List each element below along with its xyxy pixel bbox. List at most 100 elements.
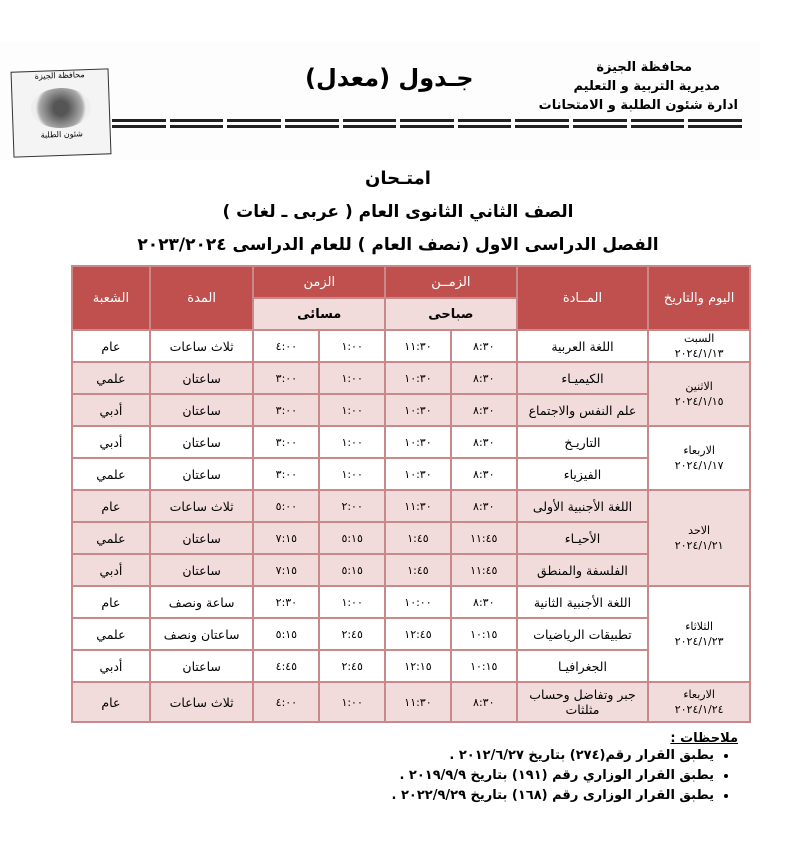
- note-item: يطبق القرار الوزاري رقم (١٩١) بتاريخ ٢٠١…: [392, 766, 714, 786]
- table-row: الاحد ٢٠٢٤/١/٢١ اللغة الأجنبية الأولى ٨:٣٠ ١…: [71, 489, 751, 587]
- table-row: الاثنين ٢٠٢٤/١/١٥ الكيميـاء ٨:٣٠ ١٠:٣٠ ١:٠٠ ٣:…: [71, 361, 751, 427]
- exam-date: ٢٠٢٤/١/١٧: [674, 459, 724, 472]
- subject-cell: تطبيقات الرياضيات: [515, 617, 650, 651]
- morning-start-cell: ٨:٣٠: [449, 425, 518, 459]
- governorate: محافظة الجيزة: [596, 60, 692, 75]
- morning-end-cell: ١٠:٣٠: [384, 393, 452, 427]
- department: ادارة شئون الطلبة و الامتحانات: [538, 98, 738, 113]
- morning-start-cell: ٨:٣٠: [449, 361, 518, 395]
- table-row: الاربعاء ٢٠٢٤/١/١٧ التاريـخ ٨:٣٠ ١٠:٣٠ ١:٠٠ ٣:…: [71, 425, 751, 491]
- evening-end-cell: ٤:٤٥: [252, 649, 321, 683]
- table-row: الأحيـاء ١١:٤٥ ١:٤٥ ٥:١٥ ٧:١٥ ساعتان علمي: [71, 521, 750, 555]
- day-name: السبت: [683, 332, 715, 345]
- subject-cell: اللغة الأجنبية الثانية: [515, 585, 650, 619]
- duration-cell: ثلاث ساعات: [148, 489, 255, 523]
- header-branch: الشعبة: [71, 265, 151, 331]
- header-evening: مسائى: [252, 297, 387, 331]
- branch-cell: أدبي: [71, 649, 151, 683]
- subject-cell: التاريـخ: [515, 425, 650, 459]
- exam-date: ٢٠٢٤/١/٢٤: [674, 703, 724, 716]
- day-name: الاربعاء: [683, 688, 715, 701]
- evening-start-cell: ١:٠٠: [318, 329, 387, 363]
- issuer-block: محافظة الجيزة مديرية التربية و التعليم ا…: [539, 58, 738, 115]
- duration-cell: ساعتان: [148, 425, 255, 459]
- day-name: الاحد: [688, 524, 711, 537]
- exam-schedule-table: اليوم والتاريخ المــادة الزمــن الزمن ال…: [71, 265, 751, 723]
- branch-cell: أدبي: [71, 393, 151, 427]
- table-row: الاربعاء ٢٠٢٤/١/٢٤ جبر وتفاضل وحساب مثلثات…: [71, 681, 751, 723]
- duration-cell: ثلاث ساعات: [148, 329, 255, 363]
- exam-heading: امتـحان: [365, 168, 431, 189]
- table-row: الفلسفة والمنطق ١١:٤٥ ١:٤٥ ٥:١٥ ٧:١٥ ساعتان أد…: [71, 553, 750, 587]
- morning-end-cell: ١٠:٣٠: [384, 361, 452, 395]
- duration-cell: ساعتان: [148, 361, 255, 395]
- exam-date: ٢٠٢٤/١/١٥: [674, 395, 724, 408]
- day-name: الثلاثاء: [685, 620, 714, 633]
- evening-start-cell: ١:٠٠: [318, 681, 387, 723]
- subject-cell: اللغة العربية: [515, 329, 650, 363]
- document-title: جـدول (معدل): [305, 64, 474, 92]
- evening-start-cell: ٢:٠٠: [318, 489, 387, 523]
- evening-start-cell: ١:٠٠: [318, 457, 387, 491]
- evening-end-cell: ٣:٠٠: [252, 361, 321, 395]
- day-date-cell: الاثنين ٢٠٢٤/١/١٥: [647, 361, 751, 427]
- table-row: السبت ٢٠٢٤/١/١٣ اللغة العربية ٨:٣٠ ١١:٣٠ ١:٠٠…: [71, 329, 751, 363]
- table-row: علم النفس والاجتماع ٨:٣٠ ١٠:٣٠ ١:٠٠ ٣:٠٠ ساعت…: [71, 393, 750, 427]
- branch-cell: أدبي: [71, 425, 151, 459]
- subject-cell: الجغرافيـا: [515, 649, 650, 683]
- term-heading: الفصل الدراسى الاول (نصف العام ) للعام ا…: [137, 235, 659, 255]
- note-item: يطبق القرار الوزارى رقم (١٦٨) بتاريخ ٢٠٢…: [392, 786, 714, 806]
- notes: ملاحظات : يطبق القرار رقم(٢٧٤) بتاريخ ٢٠…: [392, 731, 738, 806]
- morning-start-cell: ١٠:١٥: [449, 649, 518, 683]
- emblem-icon: [30, 86, 92, 130]
- morning-end-cell: ١٠:٣٠: [384, 457, 452, 491]
- logo-text-bottom: شئون الطلبة: [40, 129, 84, 140]
- morning-start-cell: ٨:٣٠: [449, 457, 518, 491]
- header-morning: صباحى: [384, 297, 518, 331]
- duration-cell: ساعة ونصف: [148, 585, 255, 619]
- evening-end-cell: ٧:١٥: [252, 521, 321, 555]
- letterhead: [0, 42, 760, 160]
- morning-end-cell: ١٠:٠٠: [384, 585, 452, 619]
- note-item: يطبق القرار رقم(٢٧٤) بتاريخ ٢٠١٢/٦/٢٧ .: [392, 746, 714, 766]
- morning-end-cell: ١٢:٤٥: [384, 617, 452, 651]
- evening-start-cell: ٥:١٥: [318, 553, 387, 587]
- day-date-cell: الاحد ٢٠٢٤/١/٢١: [647, 489, 751, 587]
- header-time-morning: الزمــن: [384, 265, 518, 299]
- evening-start-cell: ٢:٤٥: [318, 649, 387, 683]
- table-row: الجغرافيـا ١٠:١٥ ١٢:١٥ ٢:٤٥ ٤:٤٥ ساعتان أدبي: [71, 649, 750, 683]
- morning-end-cell: ١١:٣٠: [384, 489, 452, 523]
- header-day: اليوم والتاريخ: [647, 265, 751, 331]
- evening-start-cell: ٥:١٥: [318, 521, 387, 555]
- evening-start-cell: ١:٠٠: [318, 425, 387, 459]
- evening-end-cell: ٤:٠٠: [252, 329, 321, 363]
- evening-start-cell: ١:٠٠: [318, 585, 387, 619]
- branch-cell: علمي: [71, 521, 151, 555]
- branch-cell: عام: [71, 681, 151, 723]
- branch-cell: علمي: [71, 617, 151, 651]
- grade-heading: الصف الثاني الثانوى العام ( عربى ـ لغات …: [222, 202, 574, 222]
- exam-date: ٢٠٢٤/١/١٣: [674, 347, 724, 360]
- duration-cell: ساعتان: [148, 521, 255, 555]
- evening-start-cell: ١:٠٠: [318, 361, 387, 395]
- evening-end-cell: ٣:٠٠: [252, 425, 321, 459]
- logo-text-top: محافظة الجيزة: [34, 70, 85, 81]
- morning-start-cell: ٨:٣٠: [449, 489, 518, 523]
- branch-cell: عام: [71, 329, 151, 363]
- morning-end-cell: ١٠:٣٠: [384, 425, 452, 459]
- branch-cell: عام: [71, 585, 151, 619]
- subject-cell: اللغة الأجنبية الأولى: [515, 489, 650, 523]
- duration-cell: ساعتان: [148, 393, 255, 427]
- day-name: الاربعاء: [683, 444, 715, 457]
- evening-end-cell: ٧:١٥: [252, 553, 321, 587]
- subject-cell: الفيزياء: [515, 457, 650, 491]
- table-row: تطبيقات الرياضيات ١٠:١٥ ١٢:٤٥ ٢:٤٥ ٥:١٥ ساعتا…: [71, 617, 750, 651]
- evening-end-cell: ٢:٣٠: [252, 585, 321, 619]
- evening-start-cell: ٢:٤٥: [318, 617, 387, 651]
- morning-start-cell: ٨:٣٠: [449, 329, 518, 363]
- morning-start-cell: ١١:٤٥: [449, 521, 518, 555]
- branch-cell: أدبي: [71, 553, 151, 587]
- evening-end-cell: ٣:٠٠: [252, 393, 321, 427]
- day-date-cell: الاربعاء ٢٠٢٤/١/١٧: [647, 425, 751, 491]
- subject-cell: علم النفس والاجتماع: [515, 393, 650, 427]
